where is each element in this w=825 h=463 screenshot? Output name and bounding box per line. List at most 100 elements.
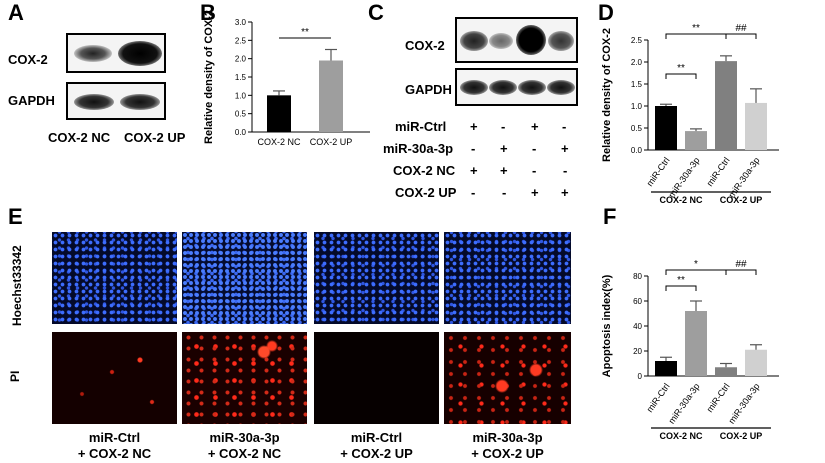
significance-marker: ##	[735, 259, 747, 270]
x-tick-label: miR-30a-3p	[666, 381, 701, 425]
hoechst-image-1	[52, 232, 177, 324]
group-label: COX-2 NC	[659, 431, 703, 441]
panel-c-band-gapdh-1	[460, 80, 488, 95]
y-tick-label: 2.5	[235, 36, 247, 45]
x-tick-label: COX-2 UP	[310, 137, 353, 147]
caption-2: miR-30a-3p + COX-2 NC	[182, 430, 307, 462]
caption-2-line-2: + COX-2 NC	[207, 446, 282, 461]
panel-a-band-cox2-up	[118, 41, 162, 66]
bar	[715, 367, 737, 376]
significance-marker: **	[677, 275, 685, 286]
significance-marker: **	[692, 23, 700, 34]
x-tick-label: miR-30a-3p	[726, 155, 761, 199]
y-tick-label: 2.0	[631, 58, 643, 67]
y-tick-label: 1.5	[631, 80, 643, 89]
panel-label-f: F	[603, 204, 617, 229]
y-tick-label: 40	[633, 322, 642, 331]
caption-4-line-2: + COX-2 UP	[471, 446, 544, 461]
panel-label-e: E	[8, 204, 23, 229]
x-tick-label: miR-Ctrl	[645, 381, 672, 414]
x-tick-label: miR-Ctrl	[705, 155, 732, 188]
panel-c-band-gapdh-2	[489, 80, 517, 95]
y-axis-label: Relative density of COX-2	[601, 28, 613, 162]
y-tick-label: 20	[633, 347, 642, 356]
bar	[745, 349, 767, 376]
bar	[685, 131, 707, 150]
row-label-pi: PI	[8, 370, 22, 382]
condition-mark: -	[471, 141, 476, 156]
panel-c-blot-gapdh	[455, 68, 578, 106]
panel-label-b: B	[200, 0, 216, 25]
x-tick-label: miR-30a-3p	[666, 155, 701, 199]
bar	[655, 106, 677, 150]
caption-3-line-2: + COX-2 UP	[340, 446, 413, 461]
condition-mark: -	[562, 119, 567, 134]
caption-4: miR-30a-3p + COX-2 UP	[444, 430, 571, 462]
condition-mark: -	[532, 163, 537, 178]
hoechst-image-3	[314, 232, 439, 324]
panel-label-a: A	[8, 0, 24, 25]
y-tick-label: 2.0	[235, 55, 247, 64]
bar	[745, 102, 767, 150]
group-label: COX-2 UP	[720, 195, 763, 205]
panel-c-band-cox2-2	[489, 33, 513, 49]
x-tick-label: miR-Ctrl	[645, 155, 672, 188]
panel-a-band-cox2-nc	[74, 45, 112, 62]
panel-label-c: C	[368, 0, 384, 25]
group-label: COX-2 NC	[659, 195, 703, 205]
caption-1: miR-Ctrl + COX-2 NC	[52, 430, 177, 462]
panel-c-band-gapdh-4	[547, 80, 575, 95]
y-axis-label: Relative density of COX-2	[203, 10, 215, 144]
caption-1-line-2: + COX-2 NC	[77, 446, 152, 461]
y-tick-label: 3.0	[235, 18, 247, 27]
y-tick-label: 1.5	[235, 73, 247, 82]
condition-name-cox2-up: COX-2 UP	[395, 185, 457, 200]
condition-mark: -	[471, 185, 476, 200]
hoechst-image-2	[182, 232, 307, 324]
chart-b: 0.0 0.5 1.0 1.5 2.0 2.5 3.0 Relative density of…	[203, 10, 370, 147]
group-label: COX-2 UP	[720, 431, 763, 441]
pi-image-2	[182, 332, 307, 424]
panel-c-blot-cox2	[455, 17, 578, 63]
condition-mark: +	[561, 185, 569, 200]
panel-a-band-gapdh-up	[120, 94, 160, 110]
panel-a-row-label-gapdh: GAPDH	[8, 93, 55, 108]
bar	[655, 361, 677, 376]
significance-marker: **	[301, 27, 309, 38]
caption-2-line-1: miR-30a-3p	[209, 430, 280, 445]
condition-mark: -	[532, 141, 537, 156]
y-axis-label: Apoptosis index(%)	[601, 274, 613, 377]
condition-name-cox2-nc: COX-2 NC	[393, 163, 456, 178]
condition-name-mir-ctrl: miR-Ctrl	[395, 119, 447, 134]
caption-1-line-1: miR-Ctrl	[88, 430, 141, 445]
panel-a-blot-gapdh	[66, 82, 166, 120]
y-tick-label: 1.0	[235, 91, 247, 100]
condition-mark: -	[502, 185, 507, 200]
significance-marker: ##	[735, 23, 747, 34]
condition-mark: +	[470, 119, 478, 134]
significance-bracket	[665, 285, 697, 291]
y-tick-label: 0.5	[631, 124, 643, 133]
panel-c-band-gapdh-3	[518, 80, 546, 95]
significance-marker: *	[694, 259, 698, 270]
panel-c-row-label-gapdh: GAPDH	[405, 82, 452, 97]
panel-a-band-gapdh-nc	[74, 94, 114, 110]
condition-mark: +	[500, 141, 508, 156]
panel-a-blot-cox2	[66, 33, 166, 73]
caption-3-line-1: miR-Ctrl	[350, 430, 403, 445]
significance-bracket	[725, 269, 757, 275]
significance-bracket	[665, 73, 697, 79]
panel-c-band-cox2-1	[460, 31, 488, 51]
row-label-hoechst: Hoechst33342	[10, 245, 24, 326]
bar	[685, 311, 707, 376]
significance-bracket	[665, 33, 727, 39]
x-tick-label: miR-30a-3p	[726, 381, 761, 425]
y-tick-label: 0.0	[631, 146, 643, 155]
condition-mark: +	[531, 119, 539, 134]
x-tick-label: miR-Ctrl	[705, 381, 732, 414]
pi-image-1	[52, 332, 177, 424]
bar	[715, 61, 737, 151]
y-tick-label: 1.0	[631, 102, 643, 111]
pi-image-4	[444, 332, 571, 424]
chart-d: 0.0 0.5 1.0 1.5 2.0 2.5 Relative density of CO…	[601, 23, 779, 205]
